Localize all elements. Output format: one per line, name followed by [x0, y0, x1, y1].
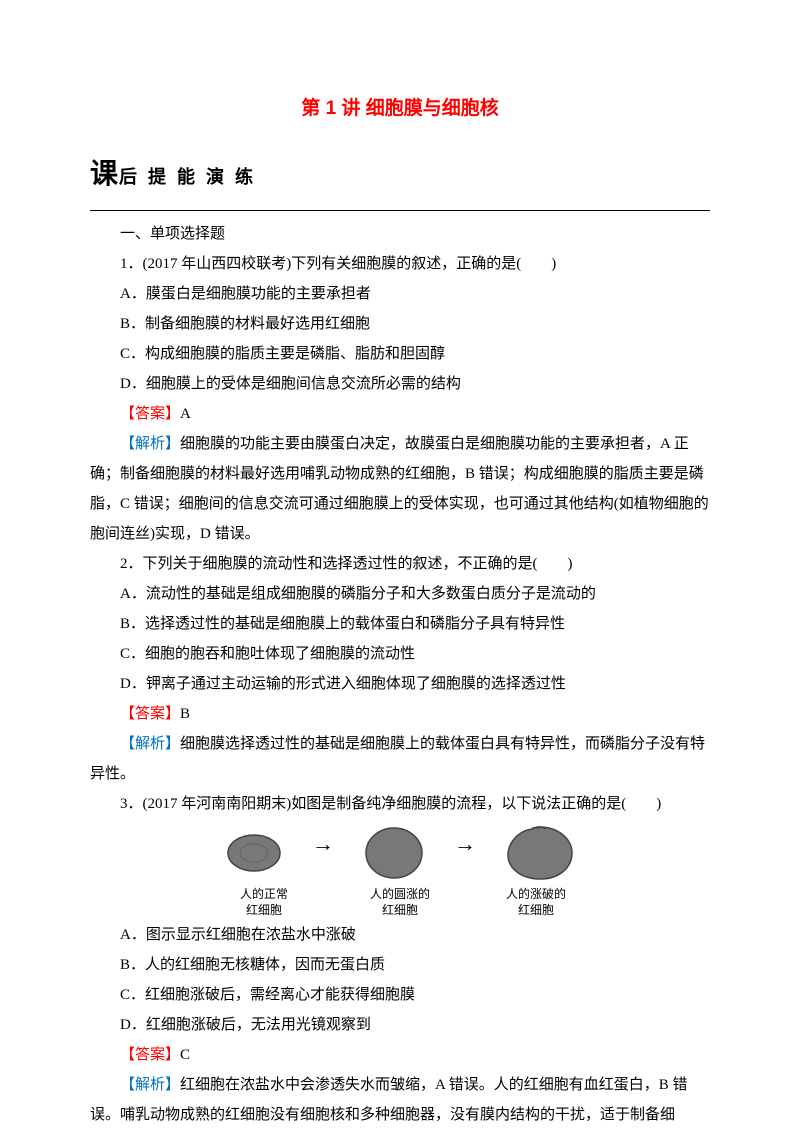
caption-2: 人的圆涨的红细胞	[360, 887, 440, 918]
section-header-small: 后 提 能 演 练	[119, 167, 256, 187]
q3-opt-c: C．红细胞涨破后，需经离心才能获得细胞膜	[90, 980, 710, 1010]
caption-3: 人的涨破的红细胞	[496, 887, 576, 918]
explanation-label: 【解析】	[120, 436, 180, 452]
cell-burst-icon	[504, 823, 576, 883]
cell-swollen-icon	[362, 825, 426, 881]
q1-opt-b: B．制备细胞膜的材料最好选用红细胞	[90, 309, 710, 339]
part-heading: 一、单项选择题	[90, 219, 710, 249]
section-header: 课后 提 能 演 练	[90, 146, 710, 202]
answer-value: C	[180, 1047, 190, 1063]
q1-opt-c: C．构成细胞膜的脂质主要是磷脂、脂肪和胆固醇	[90, 339, 710, 369]
arrow-icon: →	[454, 822, 476, 866]
explanation-label: 【解析】	[120, 736, 180, 752]
explanation-text: 红细胞在浓盐水中会渗透失水而皱缩，A 错误。人的红细胞有血红蛋白，B 错误。哺乳…	[90, 1077, 688, 1123]
q2-stem: 2．下列关于细胞膜的流动性和选择透过性的叙述，不正确的是( )	[90, 549, 710, 579]
q3-figure: → → 人的正常红细胞 人的圆涨的红细胞 人的涨破的红细胞	[90, 823, 710, 918]
q2-opt-d: D．钾离子通过主动运输的形式进入细胞体现了细胞膜的选择透过性	[90, 669, 710, 699]
q3-opt-a: A．图示显示红细胞在浓盐水中涨破	[90, 920, 710, 950]
section-header-big: 课	[90, 158, 119, 189]
explanation-text: 细胞膜的功能主要由膜蛋白决定，故膜蛋白是细胞膜功能的主要承担者，A 正确；制备细…	[90, 436, 709, 542]
answer-label: 【答案】	[120, 1047, 180, 1063]
q3-stem: 3．(2017 年河南南阳期末)如图是制备纯净细胞膜的流程，以下说法正确的是( …	[90, 789, 710, 819]
q1-answer: 【答案】A	[90, 399, 710, 429]
answer-value: A	[180, 406, 191, 422]
arrow-icon: →	[312, 822, 334, 866]
answer-label: 【答案】	[120, 406, 180, 422]
q2-opt-c: C．细胞的胞吞和胞吐体现了细胞膜的流动性	[90, 639, 710, 669]
q1-explanation: 【解析】细胞膜的功能主要由膜蛋白决定，故膜蛋白是细胞膜功能的主要承担者，A 正确…	[90, 429, 710, 549]
q3-opt-b: B．人的红细胞无核糖体，因而无蛋白质	[90, 950, 710, 980]
section-divider	[90, 210, 710, 211]
document-page: 第 1 讲 细胞膜与细胞核 课后 提 能 演 练 一、单项选择题 1．(2017…	[0, 0, 800, 1132]
caption-1: 人的正常红细胞	[224, 887, 304, 918]
q2-opt-b: B．选择透过性的基础是细胞膜上的载体蛋白和磷脂分子具有特异性	[90, 609, 710, 639]
q2-explanation: 【解析】细胞膜选择透过性的基础是细胞膜上的载体蛋白具有特异性，而磷脂分子没有特异…	[90, 729, 710, 789]
q1-opt-a: A．膜蛋白是细胞膜功能的主要承担者	[90, 279, 710, 309]
explanation-label: 【解析】	[120, 1077, 180, 1093]
q3-explanation: 【解析】红细胞在浓盐水中会渗透失水而皱缩，A 错误。人的红细胞有血红蛋白，B 错…	[90, 1070, 710, 1130]
q2-answer: 【答案】B	[90, 699, 710, 729]
q1-stem: 1．(2017 年山西四校联考)下列有关细胞膜的叙述，正确的是( )	[90, 249, 710, 279]
cell-normal-icon	[224, 830, 284, 876]
answer-value: B	[180, 706, 190, 722]
explanation-text: 细胞膜选择透过性的基础是细胞膜上的载体蛋白具有特异性，而磷脂分子没有特异性。	[90, 736, 705, 782]
page-title: 第 1 讲 细胞膜与细胞核	[90, 90, 710, 128]
answer-label: 【答案】	[120, 706, 180, 722]
figure-captions: 人的正常红细胞 人的圆涨的红细胞 人的涨破的红细胞	[224, 887, 576, 918]
q1-opt-d: D．细胞膜上的受体是细胞间信息交流所必需的结构	[90, 369, 710, 399]
q3-answer: 【答案】C	[90, 1040, 710, 1070]
q2-opt-a: A．流动性的基础是组成细胞膜的磷脂分子和大多数蛋白质分子是流动的	[90, 579, 710, 609]
q3-opt-d: D．红细胞涨破后，无法用光镜观察到	[90, 1010, 710, 1040]
